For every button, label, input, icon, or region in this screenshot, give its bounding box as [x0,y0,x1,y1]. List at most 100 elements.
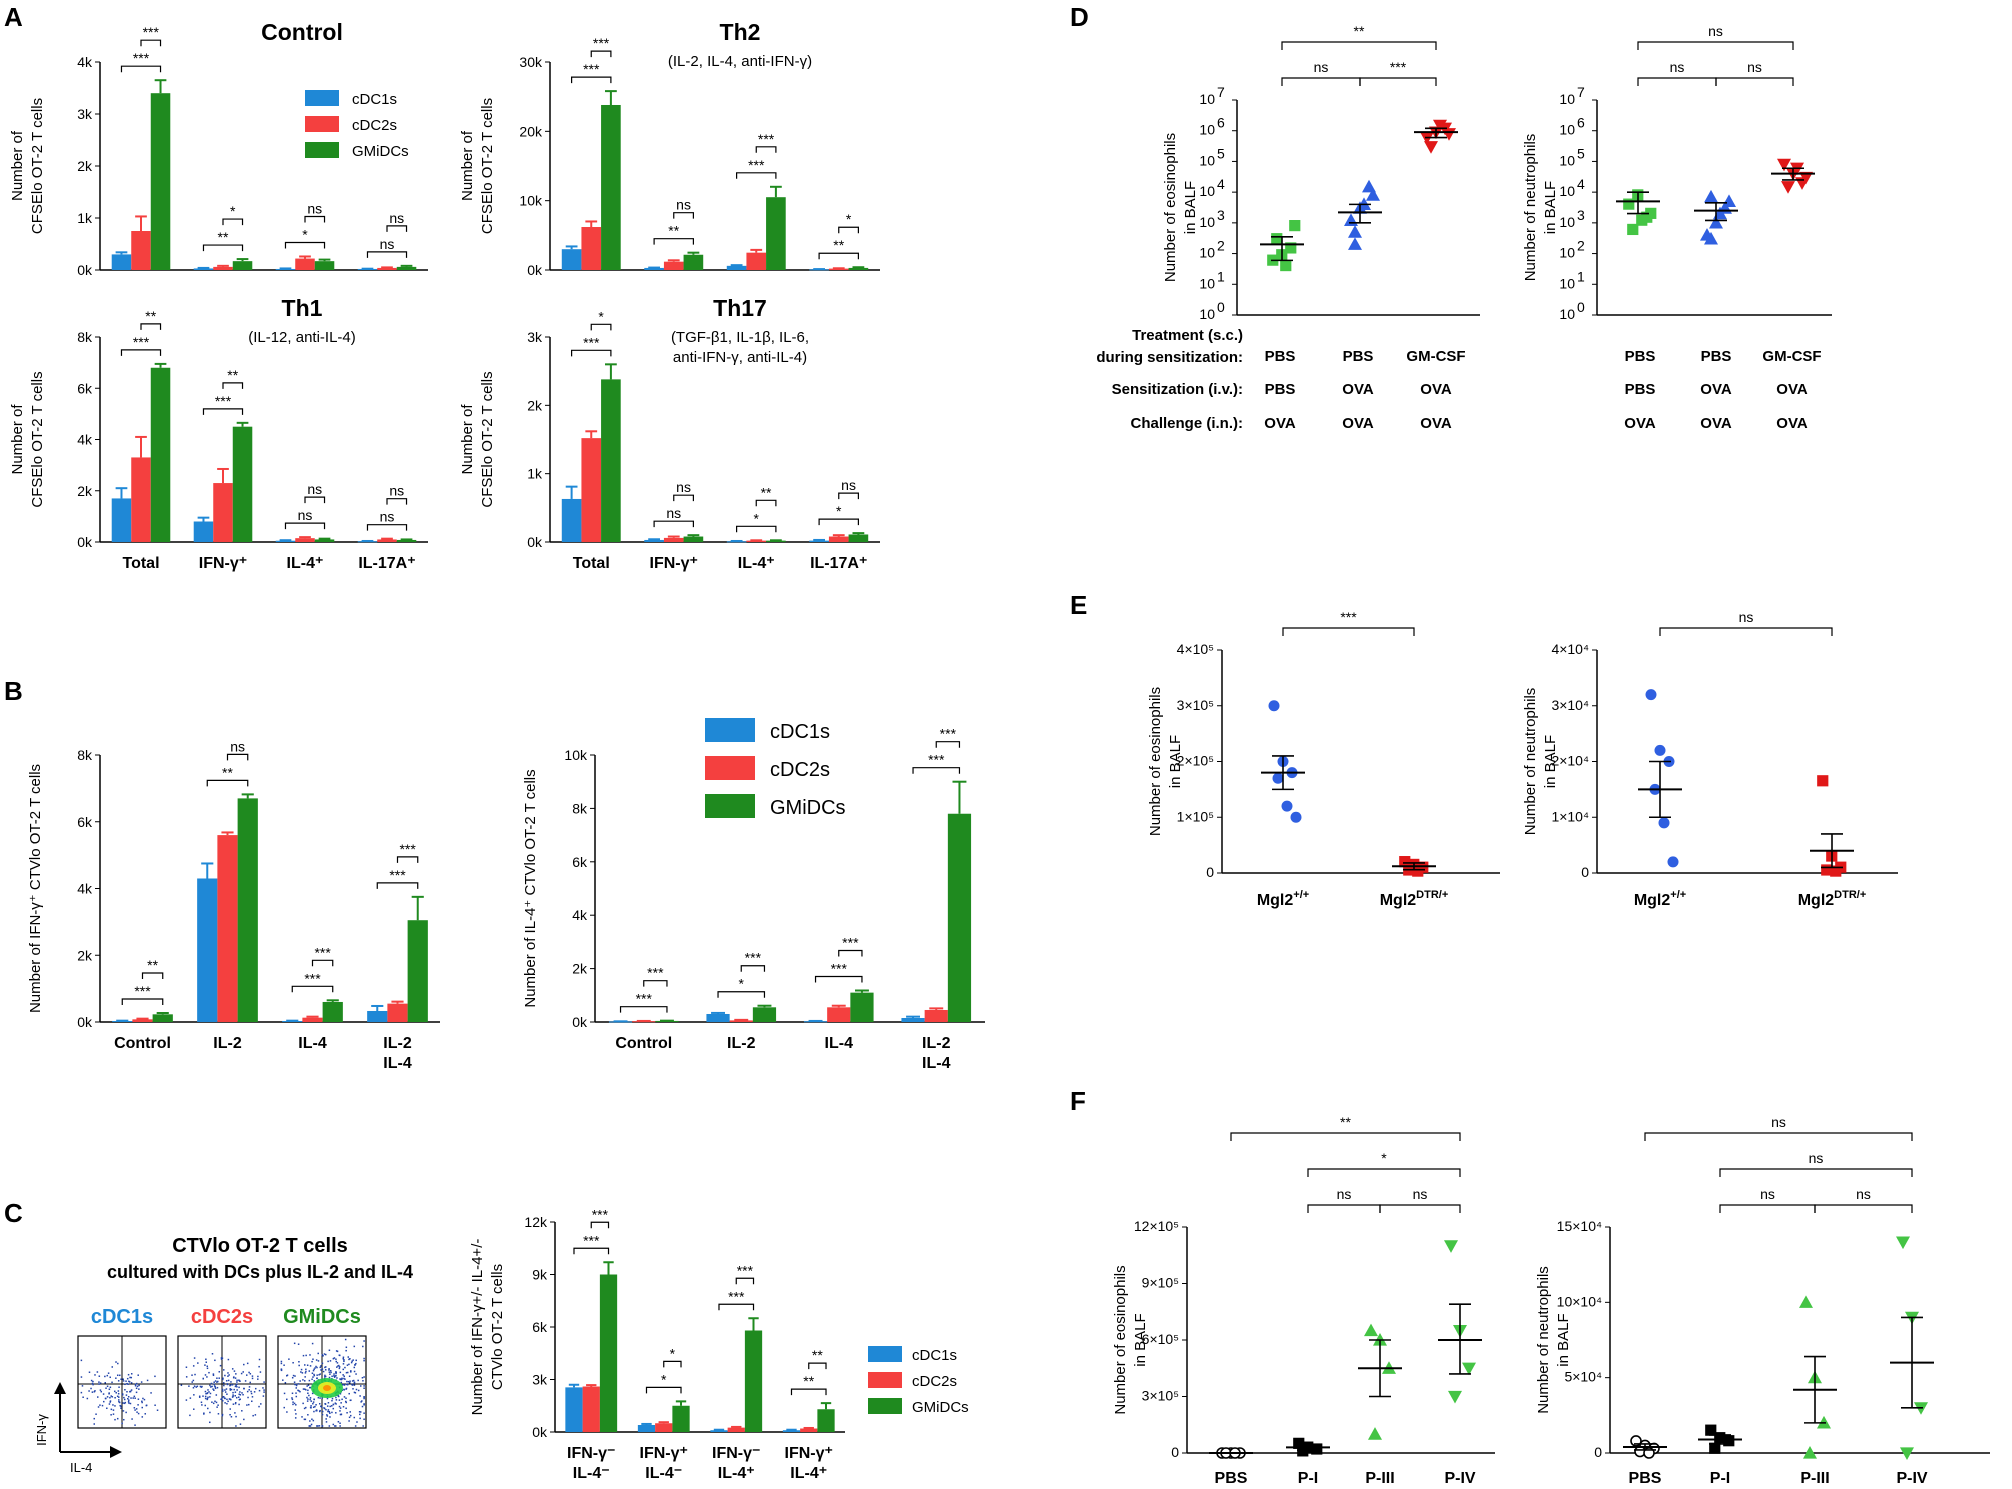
x-tick-label: IFN-γ⁺ [199,555,247,572]
flow-event [346,1380,348,1383]
flow-event [295,1384,298,1387]
y-tick-label: 2k [527,397,543,413]
flow-event [355,1373,357,1375]
flow-event [363,1418,365,1421]
flow-event [334,1402,337,1404]
bar-cdc2s [828,536,849,542]
y-tick-label: 0 [1171,1444,1179,1460]
flow-event [120,1405,122,1408]
flow-event [324,1353,327,1356]
flow-event [316,1366,318,1369]
flow-event [238,1403,240,1406]
flow-event [239,1394,242,1396]
flow-event [206,1367,209,1370]
flow-event [124,1401,127,1404]
flow-event [114,1418,116,1421]
y-tick-label: 10k [564,747,588,763]
sig-label: * [661,1371,667,1387]
legend-c-swatch-cdc2s [868,1372,902,1388]
flow-event [132,1397,134,1399]
flow-event [258,1405,260,1408]
flow-event [304,1418,307,1421]
legend-a-swatch-cdc2s [305,116,339,132]
flow-event [215,1401,218,1404]
sig-bracket [121,998,164,1005]
flow-event [313,1398,315,1401]
data-point [1896,1236,1910,1250]
flow-event [338,1366,341,1368]
flow-event [309,1354,311,1356]
flow-event [97,1406,100,1408]
flow-event [307,1398,309,1400]
flow-event [220,1358,223,1360]
bar-cdc1s [197,878,218,1022]
data-point [1654,744,1666,756]
flow-event [348,1392,350,1395]
flow-event [98,1375,101,1377]
bar-cdc1s [726,265,747,270]
sig-label: ns [1771,1114,1786,1130]
sig-label: * [1381,1150,1387,1166]
flow-event [135,1408,138,1410]
flow-event [263,1381,265,1383]
data-point [1268,700,1280,712]
flow-event [198,1396,201,1398]
flow-event [232,1391,234,1394]
flow-event [193,1408,195,1410]
bar-cdc2s [295,258,315,270]
y-axis-label-2: in BALF [1132,1313,1149,1366]
flow-event [286,1398,288,1401]
flow-event [351,1360,353,1362]
flow-event [206,1376,208,1378]
flow-event [232,1394,234,1396]
bar-gmidcs [766,197,786,270]
sig-label: *** [583,334,600,350]
y-tick-label: 3k [527,329,543,345]
flow-event [91,1382,94,1385]
x-tick-label: IL-4 [298,1035,327,1052]
sig-bracket [590,1221,610,1229]
sig-bracket [1281,77,1361,86]
flow-event [108,1393,110,1395]
legend-c-cdc1s: cDC1s [912,1347,957,1364]
flow-event [291,1397,293,1399]
flow-event [122,1378,124,1380]
y-tick-label: 3×10⁵ [1142,1388,1179,1404]
flow-event [111,1396,114,1398]
scatter-category-labels: Mgl2+/+ Mgl2DTR/+ Mgl2+/+ Mgl2DTR/+ PBS P-I P-… [1215,889,1928,1487]
y-axis-label: Number of IFN-γ⁺ CTVlo OT-2 T cells [27,764,44,1013]
flow-event [244,1380,247,1382]
flow-event [209,1421,211,1424]
x-tick-label: IL-4⁺ [790,1465,827,1482]
flow-event [239,1423,242,1425]
flow-event [118,1400,120,1403]
flow-event [309,1406,312,1409]
flow-event [116,1395,119,1398]
flow-event [332,1403,335,1406]
y-tick-exp: 6 [1217,115,1225,131]
panel-label-d: D [1070,2,1089,32]
flow-event [361,1400,363,1402]
sig-label: * [598,308,604,324]
bar-gmidcs [683,254,704,270]
flow-event [235,1384,237,1387]
flow-event [323,1353,326,1355]
flow-event [222,1390,224,1392]
flow-event [328,1349,331,1352]
flow-event [321,1410,324,1413]
flow-event [248,1386,251,1388]
flow-event [344,1338,347,1341]
flow-event [333,1376,336,1378]
flow-event [203,1412,205,1414]
y-tick-label: 3×10⁴ [1551,697,1589,713]
flow-event [130,1389,133,1391]
y-tick-label: 2k [77,947,93,963]
flow-event [224,1402,226,1404]
flow-event [128,1402,130,1404]
sig-bracket [291,985,334,993]
flow-event [335,1425,337,1427]
flow-event [206,1397,209,1400]
flow-event [321,1413,324,1416]
flow-event [235,1425,237,1427]
flow-event [99,1382,102,1384]
